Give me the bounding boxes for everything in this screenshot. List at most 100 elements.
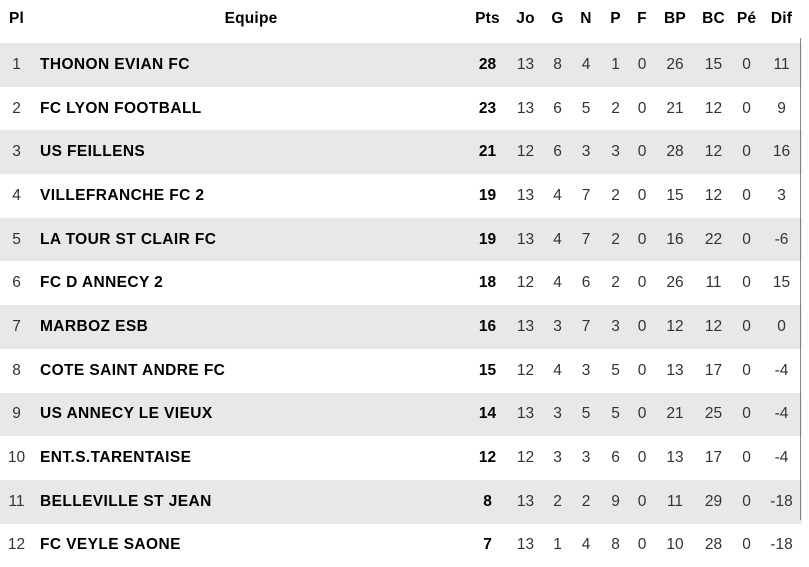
goals-against-cell: 22 (695, 217, 732, 262)
table-row: 8 COTE SAINT ANDRE FC 15 12 4 3 5 0 13 1… (0, 349, 802, 393)
position-cell: 2 (12, 99, 21, 117)
losses-cell: 5 (602, 392, 629, 437)
draws-cell: 7 (570, 217, 602, 262)
goal-diff-cell: -4 (761, 392, 802, 437)
table-edge-line (800, 38, 801, 520)
played-cell: 13 (506, 479, 545, 524)
column-header-goal-diff: Dif (770, 9, 793, 27)
losses-cell: 5 (611, 361, 620, 379)
points-cell: 7 (483, 536, 492, 554)
goals-against-cell: 12 (704, 186, 723, 204)
column-header-goals-against: BC (702, 9, 725, 27)
points-cell: 15 (478, 361, 497, 379)
goal-diff-cell: -6 (761, 217, 802, 262)
wins-cell: 3 (545, 392, 570, 437)
wins-cell: 6 (545, 130, 570, 175)
draws-cell: 3 (570, 130, 602, 175)
goals-against-cell: 12 (704, 99, 723, 117)
penalty-cell: 0 (742, 186, 751, 204)
goals-against-cell: 25 (695, 392, 732, 437)
goal-diff-cell: 15 (772, 274, 791, 292)
points-cell: 8 (469, 479, 506, 524)
team-name-cell: FC LYON FOOTBALL (40, 99, 202, 117)
goals-against-cell: 11 (705, 274, 722, 292)
team-name-cell: US ANNECY LE VIEUX (33, 392, 469, 437)
position-cell: 6 (12, 274, 21, 292)
draws-cell: 5 (570, 392, 602, 437)
goals-against-cell: 15 (695, 43, 732, 87)
losses-cell: 2 (611, 274, 620, 292)
forfeits-cell: 0 (637, 536, 647, 554)
forfeits-cell: 0 (629, 217, 655, 262)
team-name-cell: LA TOUR ST CLAIR FC (33, 217, 469, 262)
draws-cell: 7 (570, 305, 602, 349)
played-cell: 13 (506, 392, 545, 437)
goals-against-cell: 12 (695, 305, 732, 349)
column-header-goals-for: BP (664, 9, 686, 27)
draws-cell: 4 (581, 536, 591, 554)
penalty-cell: 0 (742, 449, 751, 467)
penalty-cell: 0 (742, 536, 751, 554)
column-header-team: Equipe (224, 9, 278, 27)
goals-against-cell: 28 (704, 536, 723, 554)
table-header-row: Pl Equipe Pts Jo G N P F BP BC Pé Dif (0, 0, 802, 43)
points-cell: 14 (469, 392, 506, 437)
played-cell: 13 (516, 99, 535, 117)
losses-cell: 9 (602, 479, 629, 524)
wins-cell: 6 (553, 99, 562, 117)
wins-cell: 8 (545, 43, 570, 87)
wins-cell: 3 (553, 449, 562, 467)
team-name-cell: MARBOZ ESB (33, 305, 469, 349)
losses-cell: 8 (611, 536, 620, 554)
position-cell: 8 (12, 361, 21, 379)
goals-against-cell: 29 (695, 479, 732, 524)
draws-cell: 2 (570, 479, 602, 524)
goals-for-cell: 10 (666, 536, 684, 554)
points-cell: 18 (478, 274, 497, 292)
team-name-cell: FC D ANNECY 2 (40, 274, 164, 292)
goals-for-cell: 26 (655, 43, 695, 87)
column-header-losses: P (610, 9, 621, 27)
goals-for-cell: 13 (666, 361, 684, 379)
goal-diff-cell: -4 (774, 361, 789, 379)
goal-diff-cell: 3 (777, 186, 786, 204)
draws-cell: 3 (581, 449, 591, 467)
penalty-cell: 0 (732, 130, 761, 175)
position-cell: 11 (0, 479, 33, 524)
losses-cell: 3 (602, 305, 629, 349)
position-cell: 3 (0, 130, 33, 175)
wins-cell: 3 (545, 305, 570, 349)
table-row: 2 FC LYON FOOTBALL 23 13 6 5 2 0 21 12 0… (0, 87, 802, 131)
wins-cell: 4 (553, 361, 562, 379)
forfeits-cell: 0 (629, 130, 655, 175)
penalty-cell: 0 (732, 217, 761, 262)
played-cell: 12 (516, 274, 535, 292)
table-row: 6 FC D ANNECY 2 18 12 4 6 2 0 26 11 0 15 (0, 261, 802, 305)
column-header-played: Jo (516, 9, 535, 27)
goals-for-cell: 21 (666, 99, 684, 117)
goal-diff-cell: 11 (761, 43, 802, 87)
played-cell: 13 (506, 305, 545, 349)
team-name-cell: ENT.S.TARENTAISE (40, 449, 192, 467)
losses-cell: 1 (602, 43, 629, 87)
goal-diff-cell: 9 (777, 99, 786, 117)
points-cell: 19 (469, 217, 506, 262)
losses-cell: 2 (611, 99, 620, 117)
goals-for-cell: 12 (655, 305, 695, 349)
goals-for-cell: 26 (666, 274, 684, 292)
forfeits-cell: 0 (637, 99, 647, 117)
points-cell: 19 (478, 186, 497, 204)
goals-for-cell: 11 (655, 479, 695, 524)
penalty-cell: 0 (732, 392, 761, 437)
table-row: 11 BELLEVILLE ST JEAN 8 13 2 2 9 0 11 29… (0, 479, 802, 524)
column-header-forfeits: F (637, 9, 647, 27)
table-row: 10 ENT.S.TARENTAISE 12 12 3 3 6 0 13 17 … (0, 436, 802, 480)
points-cell: 16 (469, 305, 506, 349)
played-cell: 13 (516, 186, 535, 204)
goals-for-cell: 16 (655, 217, 695, 262)
played-cell: 12 (516, 361, 535, 379)
draws-cell: 4 (570, 43, 602, 87)
points-cell: 23 (478, 99, 497, 117)
team-name-cell: VILLEFRANCHE FC 2 (40, 186, 205, 204)
